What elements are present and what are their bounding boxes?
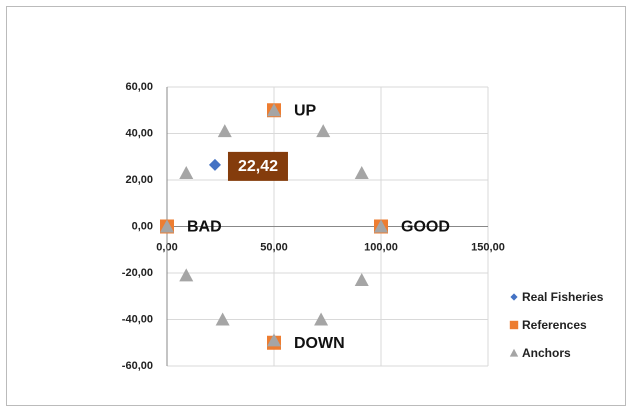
legend-label: Anchors <box>522 346 571 360</box>
data-label: 22,42 <box>238 158 278 175</box>
legend-marker <box>509 320 519 330</box>
legend-label: Real Fisheries <box>522 290 604 304</box>
point <box>316 124 331 138</box>
point <box>314 312 329 326</box>
y-tick-label: 60,00 <box>125 81 153 93</box>
y-tick-label: -20,00 <box>122 267 153 279</box>
point <box>374 219 388 233</box>
point <box>215 312 230 326</box>
y-tick-label: -40,00 <box>122 313 153 325</box>
point <box>267 103 281 117</box>
point-label: BAD <box>187 219 222 236</box>
legend-marker <box>510 293 518 301</box>
point <box>217 124 232 138</box>
point <box>160 219 174 233</box>
point <box>179 268 194 282</box>
data-label-box <box>227 151 288 181</box>
point <box>354 166 369 180</box>
y-tick-label: 0,00 <box>132 220 153 232</box>
chart-border <box>6 6 626 406</box>
y-tick-label: 40,00 <box>125 127 153 139</box>
x-tick-label: 50,00 <box>260 241 288 253</box>
x-tick-label: 100,00 <box>364 241 398 253</box>
point-label: GOOD <box>401 219 450 236</box>
point <box>267 333 281 347</box>
y-tick-label: -60,00 <box>122 360 153 372</box>
point <box>179 166 194 180</box>
legend-marker <box>509 348 519 357</box>
point <box>354 272 369 286</box>
x-tick-label: 150,00 <box>471 241 505 253</box>
legend-label: References <box>522 318 587 332</box>
y-tick-label: 20,00 <box>125 174 153 186</box>
point-label: DOWN <box>294 335 345 352</box>
point-label: UP <box>294 102 317 119</box>
point <box>208 158 221 171</box>
